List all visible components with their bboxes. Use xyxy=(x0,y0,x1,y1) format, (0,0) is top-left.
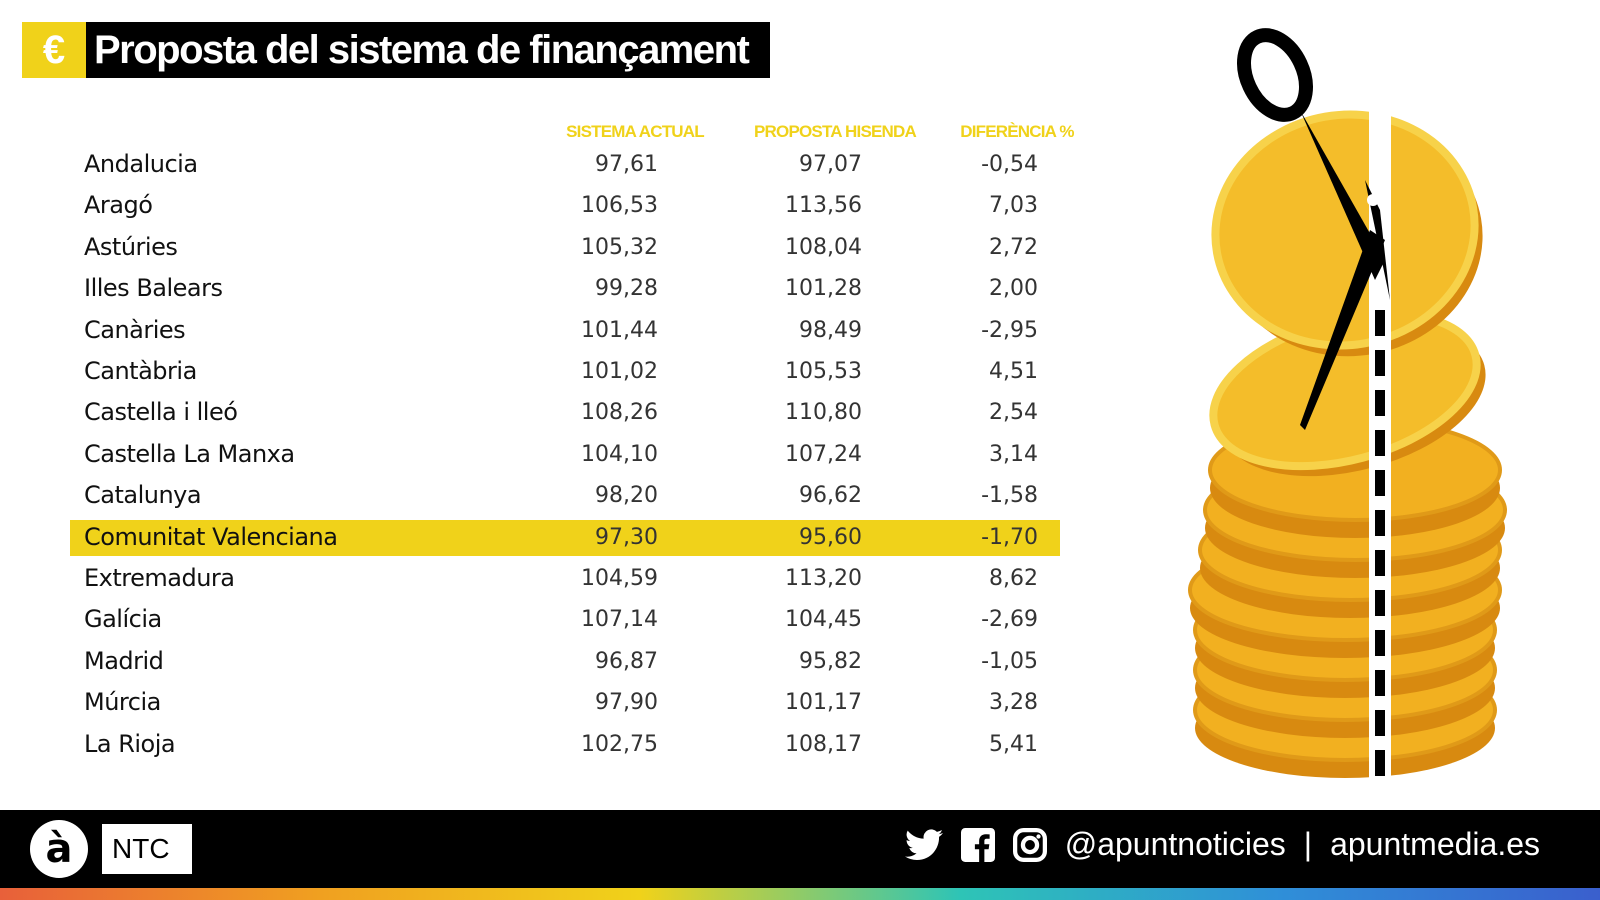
proposta-hisenda-value: 95,82 xyxy=(799,648,862,674)
proposta-hisenda-value: 98,49 xyxy=(799,317,862,343)
diferencia-value: 2,00 xyxy=(989,276,1038,302)
euro-icon: € xyxy=(22,22,86,78)
region-name: Astúries xyxy=(84,232,178,261)
header-sistema-actual: SISTEMA ACTUAL xyxy=(566,122,705,141)
diferencia-value: -1,05 xyxy=(981,648,1038,674)
sistema-actual-value: 101,02 xyxy=(581,359,658,384)
proposta-hisenda-value: 105,53 xyxy=(785,359,862,384)
ntc-logo: NTC xyxy=(102,824,192,874)
sistema-actual-value: 106,53 xyxy=(581,193,658,219)
table-row: Aragó 106,53 113,56 7,03 xyxy=(70,188,1060,224)
page-title: Proposta del sistema de finançament xyxy=(86,22,771,78)
region-name: Comunitat Valenciana xyxy=(84,522,338,551)
region-name: Castella i lleó xyxy=(84,398,238,427)
table-row: Madrid 96,87 95,82 -1,05 xyxy=(70,644,1060,680)
instagram-icon[interactable] xyxy=(1012,827,1047,862)
social-handle[interactable]: @apuntnoticies xyxy=(1064,826,1286,862)
table-row: Galícia 107,14 104,45 -2,69 xyxy=(70,602,1060,638)
table-row: Catalunya 98,20 96,62 -1,58 xyxy=(70,478,1060,514)
diferencia-value: 3,14 xyxy=(989,441,1038,467)
sistema-actual-value: 107,14 xyxy=(581,607,658,633)
header-proposta-hisenda: PROPOSTA HISENDA xyxy=(754,122,917,141)
diferencia-value: -2,69 xyxy=(981,607,1038,633)
sistema-actual-value: 104,10 xyxy=(581,441,658,467)
sistema-actual-value: 98,20 xyxy=(595,483,658,509)
region-name: Illes Balears xyxy=(84,274,223,303)
region-name: Canàries xyxy=(84,315,186,344)
table-row: Comunitat Valenciana 97,30 95,60 -1,70 xyxy=(70,519,1060,556)
proposta-hisenda-value: 96,62 xyxy=(799,483,862,509)
scissors-icon xyxy=(1237,28,1390,430)
header-diferencia: DIFERÈNCIA % xyxy=(960,122,1074,141)
sistema-actual-value: 97,61 xyxy=(595,152,658,177)
facebook-icon[interactable] xyxy=(960,827,995,862)
table-row: Castella i lleó 108,26 110,80 2,54 xyxy=(70,395,1060,431)
sistema-actual-value: 104,59 xyxy=(581,566,658,591)
table-row: Múrcia 97,90 101,17 3,28 xyxy=(70,685,1060,721)
title-banner: € Proposta del sistema de finançament xyxy=(22,22,771,78)
sistema-actual-value: 96,87 xyxy=(595,648,658,674)
region-name: Castella La Manxa xyxy=(84,439,295,468)
region-name: Andalucia xyxy=(84,150,198,178)
diferencia-value: -1,58 xyxy=(981,483,1038,509)
proposta-hisenda-value: 107,24 xyxy=(785,441,862,467)
apunt-logo: à xyxy=(30,820,88,878)
footer-bar: à NTC @apuntnoticies | apuntmedia.es xyxy=(0,810,1600,888)
sistema-actual-value: 102,75 xyxy=(581,731,658,757)
diferencia-value: 2,72 xyxy=(989,234,1038,260)
region-name: Aragó xyxy=(84,191,153,220)
diferencia-value: 3,28 xyxy=(989,690,1038,716)
separator: | xyxy=(1303,826,1313,862)
sistema-actual-value: 101,44 xyxy=(581,317,658,343)
diferencia-value: 2,54 xyxy=(989,400,1038,426)
region-name: Cantàbria xyxy=(84,357,197,385)
table-row: Canàries 101,44 98,49 -2,95 xyxy=(70,313,1060,349)
sistema-actual-value: 105,32 xyxy=(581,234,658,260)
proposta-hisenda-value: 108,17 xyxy=(785,731,862,757)
diferencia-value: -2,95 xyxy=(981,317,1038,343)
region-name: Múrcia xyxy=(84,688,161,717)
diferencia-value: -0,54 xyxy=(981,152,1038,177)
diferencia-value: 8,62 xyxy=(989,566,1038,591)
table-row: Astúries 105,32 108,04 2,72 xyxy=(70,230,1060,266)
website-link[interactable]: apuntmedia.es xyxy=(1330,826,1540,862)
diferencia-value: 5,41 xyxy=(989,731,1038,757)
table-row: La Rioja 102,75 108,17 5,41 xyxy=(70,727,1060,763)
proposta-hisenda-value: 101,28 xyxy=(785,276,862,302)
proposta-hisenda-value: 95,60 xyxy=(799,524,862,550)
proposta-hisenda-value: 110,80 xyxy=(785,400,862,426)
table-row: Cantàbria 101,02 105,53 4,51 xyxy=(70,354,1060,390)
sistema-actual-value: 108,26 xyxy=(581,400,658,426)
proposta-hisenda-value: 97,07 xyxy=(799,152,862,177)
sistema-actual-value: 97,30 xyxy=(595,524,658,550)
table-row: Extremadura 104,59 113,20 8,62 xyxy=(70,561,1060,597)
table-row: Andalucia 97,61 97,07 -0,54 xyxy=(70,147,1060,183)
proposta-hisenda-value: 108,04 xyxy=(785,234,862,260)
region-name: Catalunya xyxy=(84,481,202,510)
diferencia-value: -1,70 xyxy=(981,524,1038,550)
region-name: Madrid xyxy=(84,646,164,675)
region-name: La Rioja xyxy=(84,729,176,758)
proposta-hisenda-value: 101,17 xyxy=(785,690,862,716)
social-links: @apuntnoticies | apuntmedia.es xyxy=(904,826,1540,863)
table-row: Castella La Manxa 104,10 107,24 3,14 xyxy=(70,437,1060,473)
ntc-logo-text: NTC xyxy=(112,833,170,864)
twitter-icon[interactable] xyxy=(904,828,943,861)
region-name: Galícia xyxy=(84,605,162,634)
proposta-hisenda-value: 113,56 xyxy=(785,193,862,219)
sistema-actual-value: 97,90 xyxy=(595,690,658,716)
diferencia-value: 4,51 xyxy=(989,359,1038,384)
proposta-hisenda-value: 113,20 xyxy=(785,566,862,591)
sistema-actual-value: 99,28 xyxy=(595,276,658,302)
region-name: Extremadura xyxy=(84,564,235,592)
rainbow-stripe xyxy=(0,888,1600,900)
diferencia-value: 7,03 xyxy=(989,193,1038,219)
coin xyxy=(1211,110,1479,350)
proposta-hisenda-value: 104,45 xyxy=(785,607,862,633)
coins-scissors-illustration xyxy=(1188,28,1507,780)
table-row: Illes Balears 99,28 101,28 2,00 xyxy=(70,271,1060,307)
